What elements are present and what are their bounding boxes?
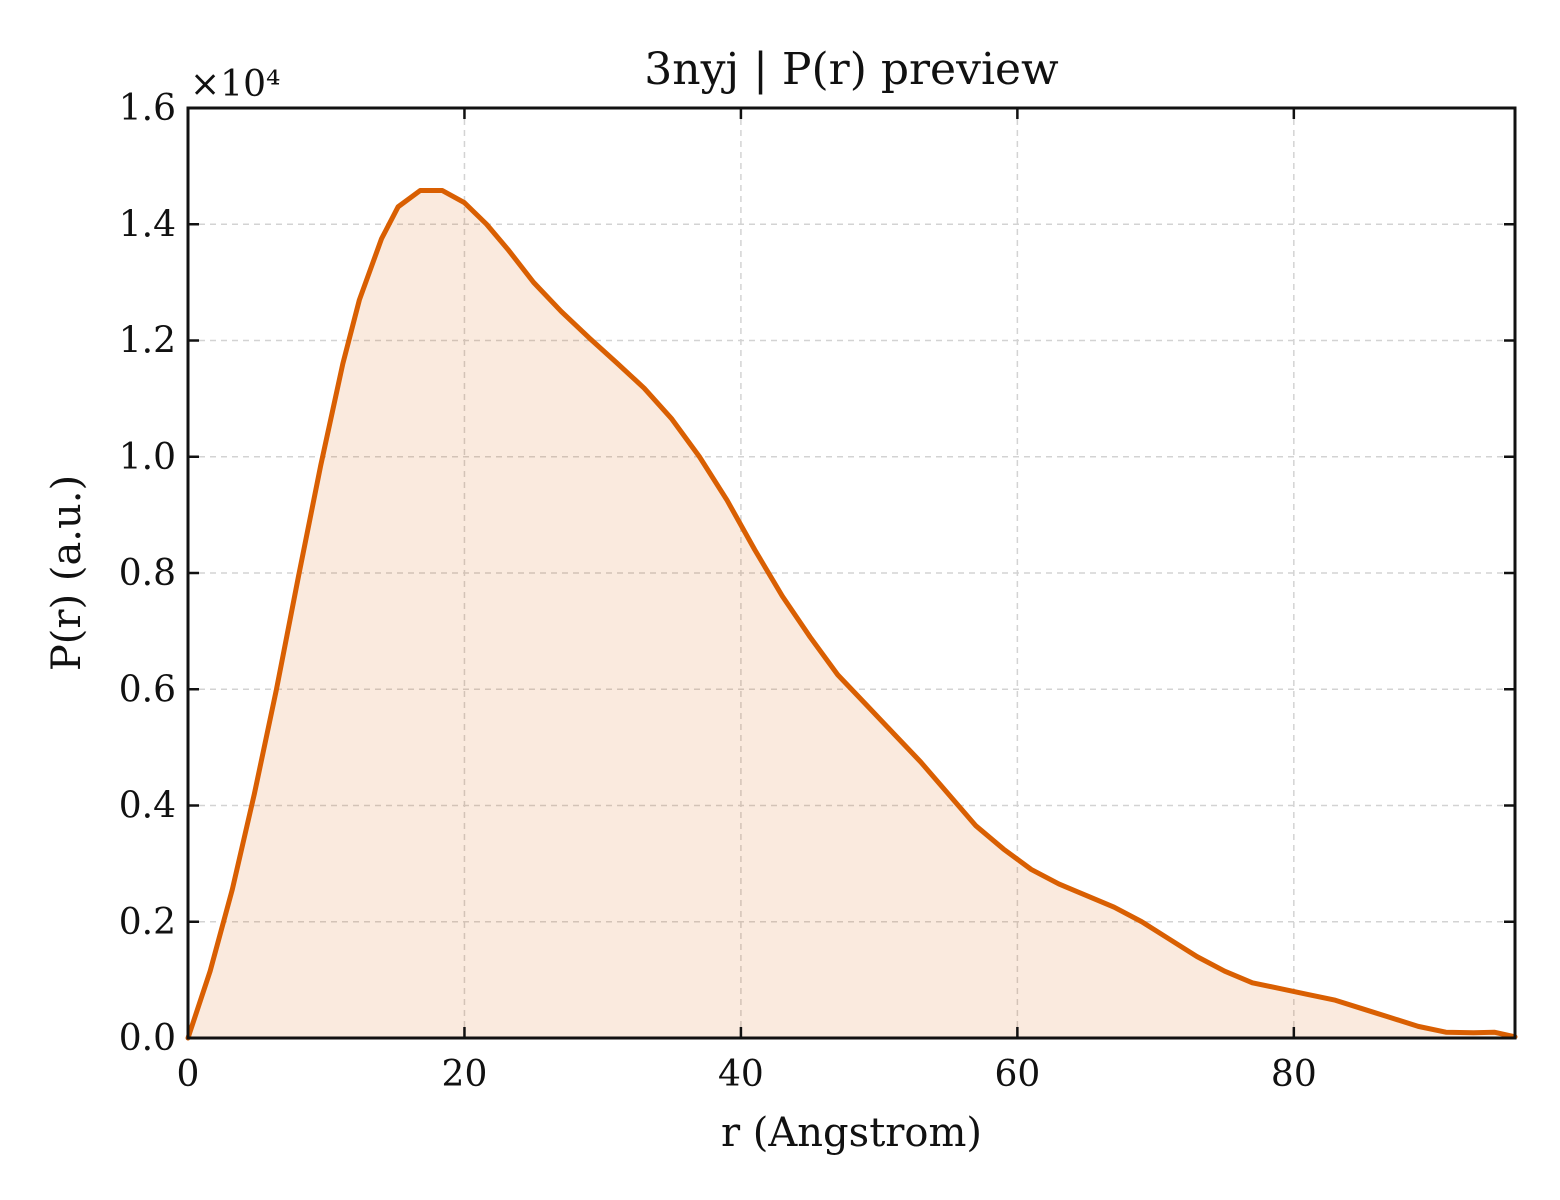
y-tick-label-3: 0.6 <box>119 669 176 710</box>
x-tick-label-2: 40 <box>718 1054 764 1095</box>
y-tick-label-1: 0.2 <box>119 902 176 943</box>
chart-title: 3nyj | P(r) preview <box>644 44 1059 95</box>
x-tick-label-0: 0 <box>177 1054 200 1095</box>
x-tick-label-1: 20 <box>442 1054 488 1095</box>
y-tick-label-7: 1.4 <box>119 204 176 245</box>
x-axis-label: r (Angstrom) <box>721 1110 982 1156</box>
ticks <box>186 106 1515 1040</box>
pr-area-fill <box>188 190 1515 1039</box>
y-tick-label-0: 0.0 <box>119 1018 176 1059</box>
grid <box>188 108 1515 1038</box>
x-tick-label-4: 80 <box>1271 1054 1317 1095</box>
y-axis-multiplier: ×10⁴ <box>190 64 280 105</box>
y-tick-label-6: 1.2 <box>119 321 176 362</box>
pr-series-line <box>185 188 1518 1041</box>
y-axis-label: P(r) (a.u.) <box>44 475 90 671</box>
y-tick-label-2: 0.4 <box>119 786 176 827</box>
tick-labels: 0 20 40 60 80 0.0 0.2 0.4 0.6 0.8 1.0 1.2 1.4 1.6 <box>119 88 1317 1095</box>
y-tick-label-4: 0.8 <box>119 553 176 594</box>
x-tick-label-3: 60 <box>994 1054 1040 1095</box>
y-tick-label-8: 1.6 <box>119 88 176 129</box>
y-tick-label-5: 1.0 <box>119 437 176 478</box>
